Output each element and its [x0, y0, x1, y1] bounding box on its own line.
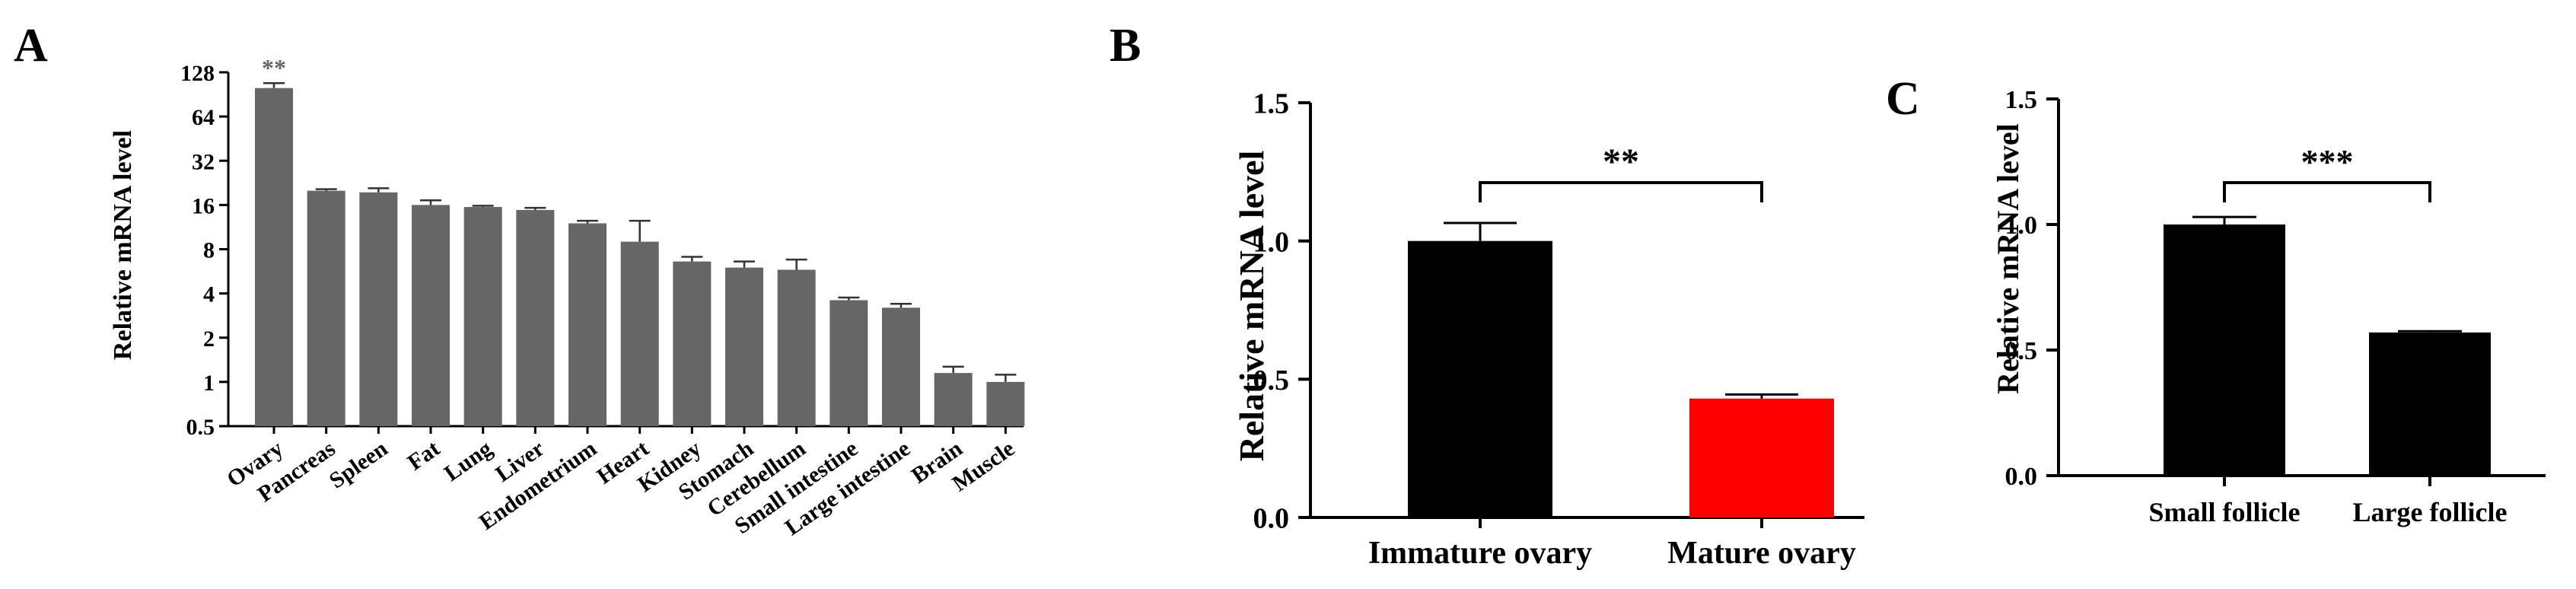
x-tick-label: Large follicle [2353, 497, 2508, 527]
panel-c-chart: 0.0 0.5 1.0 1.5 Small follicle Large follicle… [2005, 86, 2546, 527]
x-tick-label: Fat [403, 436, 444, 476]
x-tick-label: Immature ovary [1368, 536, 1592, 571]
y-tick-label: 1.5 [2005, 86, 2038, 114]
bar-stomach [725, 267, 763, 426]
significance-bracket [1479, 181, 1763, 202]
x-tick-label: Lung [440, 436, 497, 486]
bar-ovary [255, 88, 293, 426]
y-tick-label: 2 [203, 326, 215, 352]
panel-label-b: B [1110, 20, 1141, 72]
y-tick-label: 0.0 [1253, 503, 1290, 535]
y-tick-label: 1.0 [1253, 226, 1290, 258]
panel-a-ylabel: Relative mRNA level [109, 130, 137, 360]
bar-pancreas [307, 190, 345, 426]
bar-lung [463, 207, 502, 426]
y-tick-label: 8 [203, 238, 215, 263]
y-tick-label: 32 [192, 149, 215, 174]
y-tick-label: 1.0 [2005, 212, 2038, 240]
significance-marker: ** [262, 54, 286, 81]
x-tick-label: Spleen [325, 436, 393, 494]
y-tick-label: 64 [192, 105, 215, 130]
bar-large-follicle [2369, 332, 2491, 476]
y-tick-label: 4 [203, 282, 215, 307]
bar-kidney [673, 261, 712, 426]
panel-c-ylabel: Relative mRNA level [1991, 123, 2025, 393]
bar-mature-ovary [1689, 398, 1834, 517]
significance-stars: *** [2301, 142, 2354, 181]
significance-stars: ** [1603, 142, 1639, 182]
y-tick-label: 0.5 [186, 415, 215, 440]
significance-bracket [2223, 181, 2431, 202]
y-tick-label: 0.5 [1253, 365, 1290, 396]
bar-cerebellum [777, 269, 816, 426]
y-tick-label: 0.0 [2005, 463, 2038, 491]
y-tick-label: 1 [203, 371, 215, 396]
bar-spleen [359, 192, 398, 426]
y-tick-label: 0.5 [2005, 337, 2038, 365]
y-tick-label: 1.5 [1253, 88, 1290, 120]
bar-small-follicle [2164, 224, 2285, 476]
panel-label-a: A [14, 20, 48, 72]
bar-immature-ovary [1408, 240, 1552, 517]
bar-brain [934, 373, 973, 426]
bar-muscle [986, 381, 1025, 426]
panel-b-chart: 0.0 0.5 1.0 1.5 Immature ovary Mature ovary ** [1253, 88, 1864, 571]
bar-endometrium [568, 223, 607, 426]
panel-label-c: C [1886, 73, 1920, 125]
panel-b-ylabel: Relative mRNA level [1232, 151, 1271, 462]
y-tick-label: 16 [192, 193, 215, 218]
x-tick-label: Small follicle [2149, 497, 2301, 527]
y-tick-label: 128 [180, 61, 215, 86]
bar-small-intestine [829, 300, 868, 426]
x-tick-label: Mature ovary [1667, 536, 1856, 571]
bar-large-intestine [882, 307, 920, 426]
bar-liver [516, 209, 555, 426]
bar-fat [412, 205, 450, 426]
bar-heart [620, 241, 659, 426]
